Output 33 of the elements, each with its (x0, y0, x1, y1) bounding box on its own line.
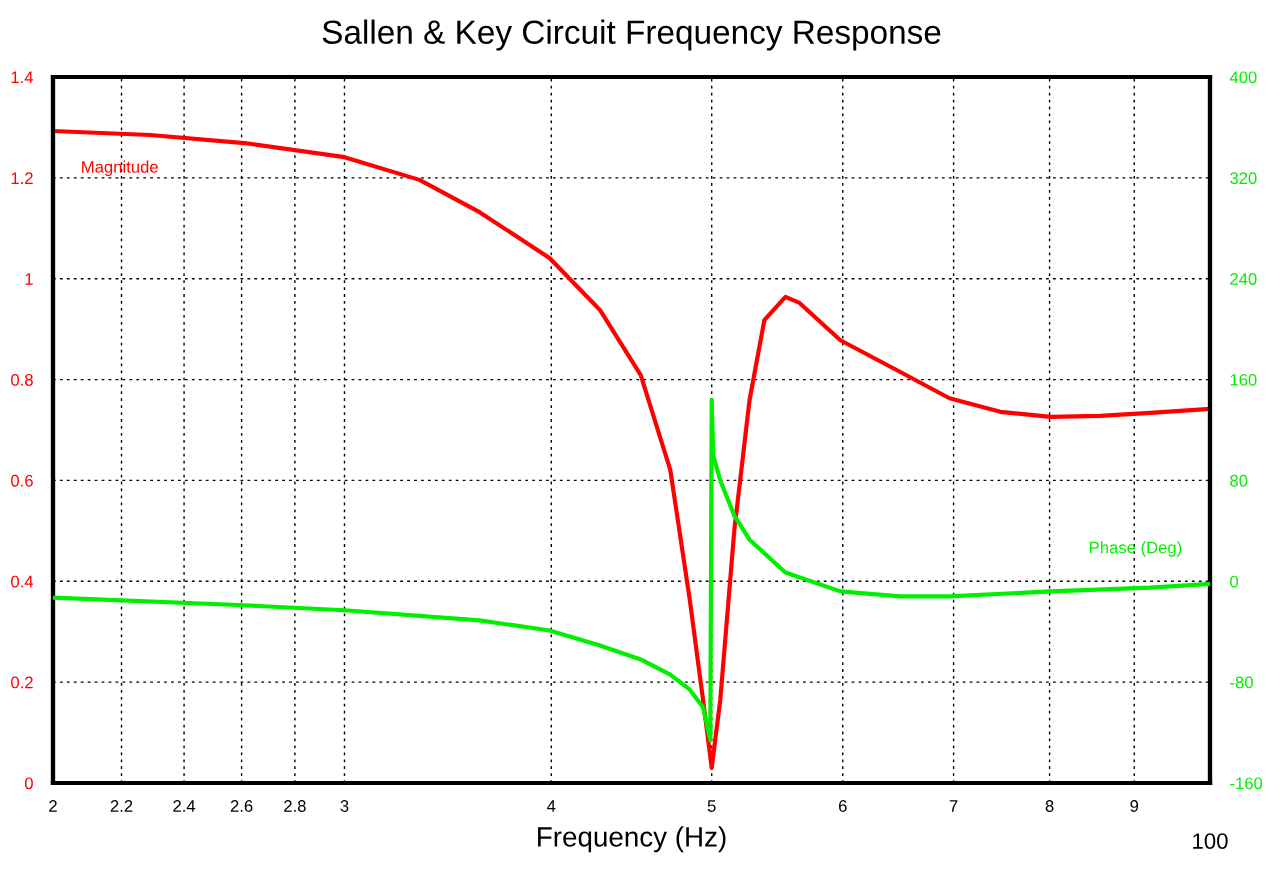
x-tick-label: 6 (838, 800, 847, 812)
y2-tick-label: 240 (1230, 273, 1257, 285)
y-tick-label: 0.4 (11, 575, 34, 588)
chart-title: Sallen & Key Circuit Frequency Response (322, 19, 941, 51)
x-tick-label: 2.6 (230, 800, 253, 812)
x-axis-title: Frequency (Hz) (538, 826, 726, 853)
y2-tick-label: 320 (1230, 172, 1257, 185)
y2-tick-label: 160 (1230, 373, 1257, 386)
y-tick-label: 0.2 (11, 676, 33, 689)
y-tick-label: 1.4 (11, 71, 34, 84)
y-tick-label: 1.2 (11, 172, 33, 184)
y-tick-label: 1 (25, 273, 33, 285)
y2-tick-label: -80 (1230, 676, 1253, 689)
y-tick-label: 0.8 (11, 373, 33, 386)
x-tick-label: 7 (949, 800, 958, 812)
series-label: Magnitude (82, 160, 158, 177)
x-tick-label: 2.4 (173, 800, 196, 812)
y2-tick-label: 80 (1230, 474, 1248, 487)
x-tick-label: 9 (1130, 800, 1139, 812)
x-tick-label: 4 (547, 800, 556, 812)
y2-tick-label: 400 (1229, 71, 1257, 84)
x-tick-label: 2 (49, 800, 57, 812)
text: 100 (1193, 833, 1228, 849)
x-tick-label: 8 (1045, 800, 1054, 812)
x-tick-label: 2.2 (110, 800, 133, 812)
y-tick-label: 0.6 (11, 474, 33, 487)
x-tick-label: 2.8 (284, 800, 306, 812)
x-tick-label: 5 (707, 800, 716, 812)
series-label: Phase (Deg) (1090, 541, 1182, 557)
y2-tick-label: 0 (1230, 575, 1239, 588)
y2-tick-label: -160 (1230, 777, 1263, 790)
y-tick-label: 0 (24, 777, 33, 790)
x-tick-label: 3 (340, 800, 349, 812)
